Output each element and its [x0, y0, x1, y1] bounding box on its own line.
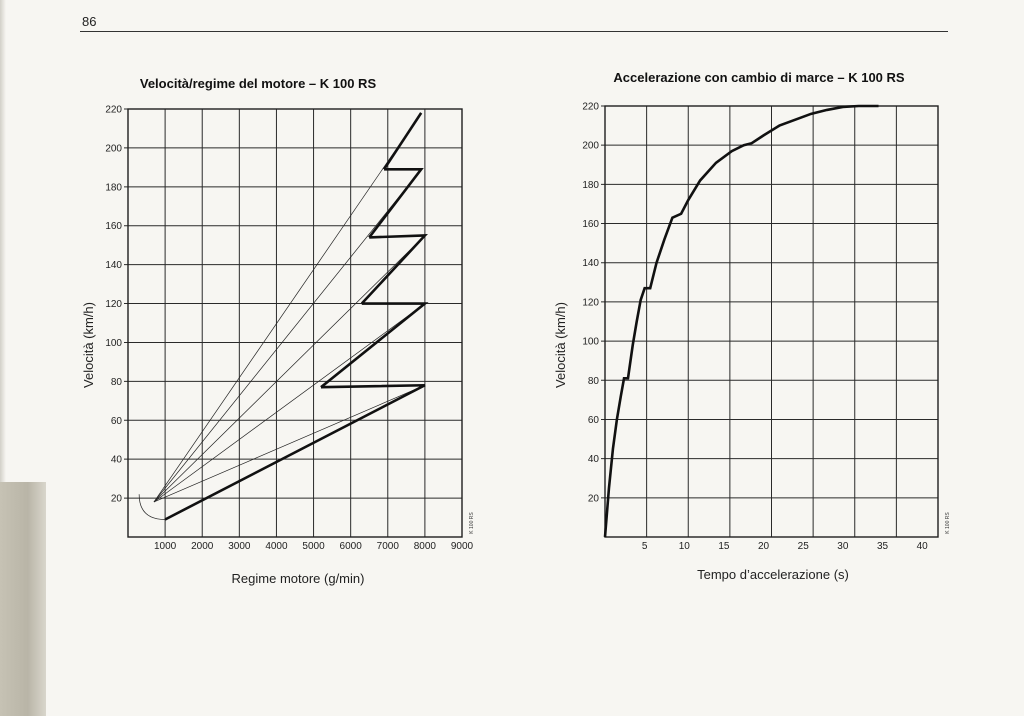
- data-series-line: [382, 112, 423, 171]
- header-rule: [80, 31, 948, 32]
- data-series-line: [368, 168, 424, 239]
- y-tick-label: 80: [588, 376, 600, 387]
- y-axis-label: Velocità (km/h): [81, 302, 96, 388]
- chart-title: Velocità/regime del motore – K 100 RS: [140, 76, 377, 91]
- x-axis-label: Tempo d’accelerazione (s): [697, 567, 849, 582]
- y-tick-label: 60: [588, 415, 600, 426]
- y-tick-label: 180: [105, 182, 122, 193]
- x-tick-label: 5: [642, 541, 648, 552]
- chart-stamp: K 100 RS: [469, 512, 475, 534]
- reference-line: [153, 303, 426, 503]
- y-tick-label: 220: [582, 102, 599, 113]
- data-series-line: [603, 104, 879, 538]
- speed-rpm-chart: Velocità/regime del motore – K 100 RS 20 4…: [81, 76, 475, 586]
- binding-strip: [0, 482, 46, 716]
- x-tick-label: 9000: [451, 541, 474, 552]
- x-tick-label: 25: [798, 541, 810, 552]
- x-tick-label: 5000: [302, 541, 325, 552]
- y-axis-label: Velocità (km/h): [553, 302, 568, 388]
- x-axis-label: Regime motore (g/min): [232, 571, 365, 586]
- chart-stamp: K 100 RS: [945, 512, 951, 534]
- data-series-line: [320, 302, 429, 389]
- reference-line: [153, 235, 426, 503]
- reference-line: [153, 384, 426, 503]
- x-tick-label: 30: [837, 541, 849, 552]
- y-tick-label: 120: [105, 299, 122, 310]
- y-tick-label: 40: [111, 455, 123, 466]
- y-tick-label: 80: [111, 377, 123, 388]
- page-number: 86: [82, 14, 97, 29]
- y-tick-label: 200: [105, 143, 122, 154]
- reference-line: [153, 169, 422, 503]
- y-tick-label: 20: [588, 493, 600, 504]
- page-fold: [0, 0, 6, 716]
- x-tick-label: 15: [718, 541, 730, 552]
- y-tick-label: 160: [105, 221, 122, 232]
- y-tick-label: 60: [111, 416, 123, 427]
- y-tick-label: 200: [582, 141, 599, 152]
- y-tick-label: 220: [105, 105, 122, 116]
- y-tick-label: 100: [582, 337, 599, 348]
- y-tick-label: 180: [582, 180, 599, 191]
- chart-title: Accelerazione con cambio di marce – K 10…: [613, 70, 905, 85]
- data-series-line: [360, 234, 428, 305]
- x-tick-label: 40: [917, 541, 929, 552]
- y-tick-label: 20: [111, 494, 123, 505]
- x-tick-label: 10: [679, 541, 691, 552]
- y-tick-label: 120: [582, 297, 599, 308]
- reference-line: [153, 112, 422, 503]
- x-tick-label: 6000: [340, 541, 363, 552]
- y-tick-label: 40: [588, 454, 600, 465]
- y-tick-label: 160: [582, 219, 599, 230]
- idle-arc: [138, 494, 166, 520]
- y-tick-label: 100: [105, 338, 122, 349]
- y-tick-label: 140: [105, 260, 122, 271]
- acceleration-chart: Accelerazione con cambio di marce – K 10…: [553, 70, 951, 582]
- plot-frame: [604, 105, 939, 538]
- plot-frame: [127, 108, 463, 538]
- x-tick-label: 1000: [154, 541, 177, 552]
- x-tick-label: 3000: [228, 541, 251, 552]
- x-tick-label: 4000: [265, 541, 288, 552]
- x-tick-label: 35: [877, 541, 889, 552]
- data-series-line: [164, 383, 426, 521]
- x-tick-label: 8000: [414, 541, 437, 552]
- x-tick-label: 2000: [191, 541, 214, 552]
- x-tick-label: 7000: [377, 541, 400, 552]
- x-tick-label: 20: [758, 541, 770, 552]
- y-tick-label: 140: [582, 258, 599, 269]
